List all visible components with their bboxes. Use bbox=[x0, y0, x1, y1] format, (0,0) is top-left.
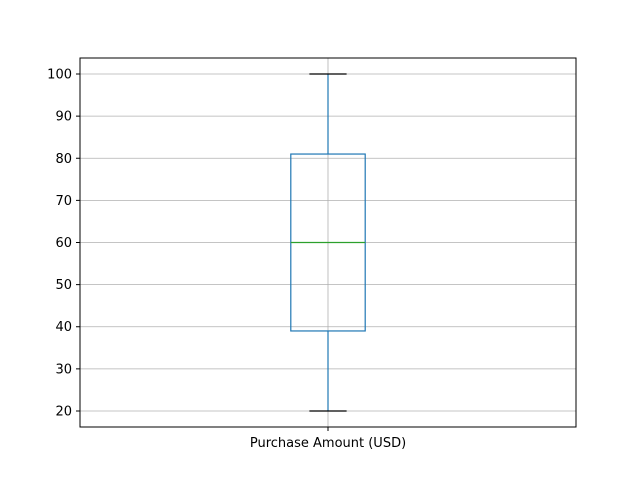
y-tick-label-90: 90 bbox=[55, 110, 72, 125]
y-tick-label-70: 70 bbox=[55, 194, 72, 209]
x-tick-label-0: Purchase Amount (USD) bbox=[250, 436, 406, 451]
y-tick-label-80: 80 bbox=[55, 152, 72, 167]
ticks-layer: 20 30 40 50 60 70 80 90 100 Purchase Amount (USD) bbox=[47, 68, 406, 451]
y-tick-label-20: 20 bbox=[55, 404, 72, 419]
y-tick-label-40: 40 bbox=[55, 320, 72, 335]
y-tick-label-60: 60 bbox=[55, 236, 72, 251]
box-layer bbox=[290, 73, 366, 412]
y-tick-label-50: 50 bbox=[55, 278, 72, 293]
y-tick-label-100: 100 bbox=[47, 68, 72, 83]
y-tick-label-30: 30 bbox=[55, 362, 72, 377]
